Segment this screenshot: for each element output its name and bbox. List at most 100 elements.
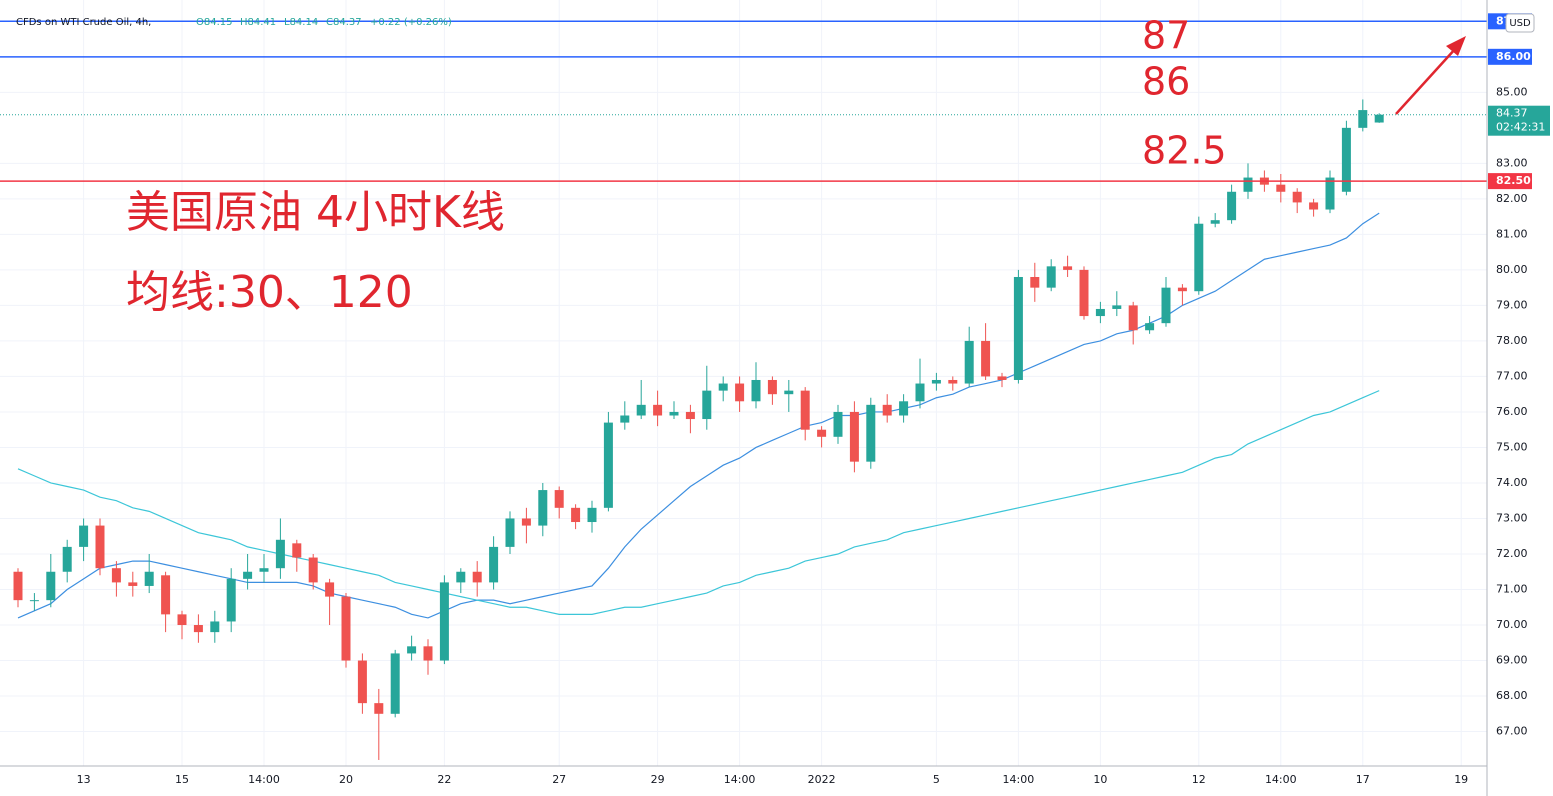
candle-body: [767, 379, 777, 395]
candle-body: [390, 653, 400, 714]
candle-body: [292, 543, 302, 558]
candle-body: [669, 411, 679, 416]
x-tick-label: 20: [339, 773, 353, 786]
candle-body: [13, 571, 23, 601]
candle-body: [111, 568, 121, 583]
candle-body: [226, 578, 236, 622]
candle-body: [1210, 220, 1220, 224]
candle-body: [505, 518, 515, 547]
candle-body: [1341, 127, 1351, 192]
candle-body: [308, 557, 318, 583]
candle-body: [128, 582, 138, 586]
x-tick-label: 22: [437, 773, 451, 786]
candle-body: [489, 546, 499, 583]
candle-body: [1177, 287, 1187, 292]
annotation-title: 美国原油 4小时K线: [126, 187, 505, 238]
candle-body: [325, 582, 335, 597]
countdown: 02:42:31: [1496, 121, 1545, 134]
annotation: 87: [1142, 14, 1190, 58]
candle-body: [636, 404, 646, 416]
x-tick-label: 14:00: [248, 773, 280, 786]
y-tick-label: 79.00: [1496, 298, 1528, 311]
candle-body: [800, 390, 810, 430]
x-tick-label: 14:00: [1003, 773, 1035, 786]
candle-body: [210, 621, 220, 633]
candle-body: [981, 340, 991, 377]
x-tick-label: 14:00: [724, 773, 756, 786]
candle-body: [1112, 305, 1122, 309]
candle-body: [1046, 266, 1056, 288]
annotation-ma: 均线:30、120: [126, 267, 413, 318]
y-tick-label: 72.00: [1496, 547, 1528, 560]
candle-body: [46, 571, 56, 601]
y-tick-label: 71.00: [1496, 583, 1528, 596]
candle-body: [1095, 308, 1105, 317]
y-tick-label: 75.00: [1496, 440, 1528, 453]
level-tag-label: 86.00: [1496, 50, 1531, 63]
candle-body: [374, 703, 384, 714]
y-tick-label: 78.00: [1496, 334, 1528, 347]
candle-body: [1358, 110, 1368, 128]
y-tick-label: 85.00: [1496, 85, 1528, 98]
ohlc-open: O84.15: [196, 17, 233, 28]
candle-body: [29, 600, 39, 602]
candle-body: [751, 379, 761, 402]
ohlc-close: C84.37: [326, 17, 362, 28]
candle-body: [1227, 191, 1237, 221]
candle-body: [849, 411, 859, 462]
ohlc-low: L84.14: [284, 17, 318, 28]
candle-body: [784, 390, 794, 395]
y-tick-label: 68.00: [1496, 689, 1528, 702]
candle-body: [1374, 114, 1384, 123]
arrow-head: [1446, 36, 1466, 56]
y-tick-label: 74.00: [1496, 476, 1528, 489]
candle-body: [1309, 202, 1319, 210]
candle-body: [915, 383, 925, 402]
currency[interactable]: USD: [1509, 18, 1531, 29]
candle-body: [1243, 177, 1253, 192]
x-tick-label: 2022: [808, 773, 836, 786]
candle-body: [357, 660, 367, 704]
candle-body: [1128, 305, 1138, 331]
annotation: 82.5: [1142, 129, 1227, 173]
candle-body: [603, 422, 613, 508]
candle-body: [882, 404, 892, 416]
candle-body: [161, 575, 171, 615]
candle-body: [948, 379, 958, 384]
candle-body: [521, 518, 531, 526]
candle-body: [866, 404, 876, 462]
x-tick-label: 13: [77, 773, 91, 786]
x-tick-label: 12: [1192, 773, 1206, 786]
x-tick-label: 27: [552, 773, 566, 786]
moving-average: [17, 390, 1380, 615]
candle-body: [817, 429, 827, 437]
candle-body: [1276, 184, 1286, 192]
y-tick-label: 70.00: [1496, 618, 1528, 631]
candle-body: [407, 646, 417, 654]
candle-body: [718, 383, 728, 391]
candle-body: [95, 525, 105, 569]
annotation: 86: [1142, 60, 1190, 104]
ohlc-high: H84.41: [240, 17, 276, 28]
candle-body: [275, 539, 285, 569]
arrow: [1395, 47, 1457, 115]
candle-body: [79, 525, 89, 547]
level-tag-label: 82.50: [1496, 174, 1531, 187]
candle-body: [177, 614, 187, 626]
candle-body: [1145, 323, 1155, 331]
candle-body: [1325, 177, 1335, 210]
candle-body: [472, 571, 482, 583]
candle-body: [144, 571, 154, 586]
moving-average: [17, 212, 1380, 619]
currency-box[interactable]: [1505, 13, 1535, 33]
x-tick-label: 10: [1093, 773, 1107, 786]
candle-body: [193, 625, 203, 633]
candle-body: [243, 571, 253, 579]
last-price-tag: [1488, 105, 1550, 136]
y-tick-label: 82.00: [1496, 192, 1528, 205]
candle-body: [538, 490, 548, 526]
level-tag: [1488, 173, 1532, 190]
y-tick-label: 81.00: [1496, 227, 1528, 240]
candle-body: [964, 340, 974, 384]
